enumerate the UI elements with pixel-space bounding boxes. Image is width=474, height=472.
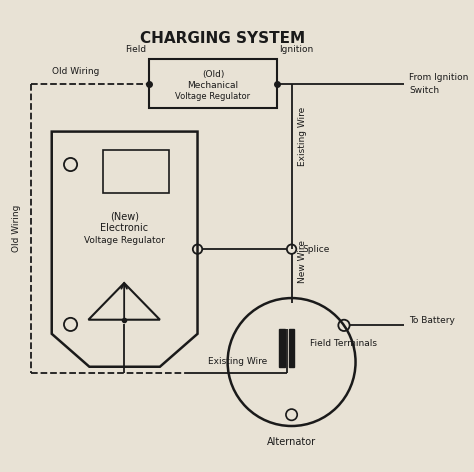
Text: Splice: Splice [303,244,330,253]
Text: Existing Wire: Existing Wire [208,357,267,366]
Text: Ignition: Ignition [279,45,314,54]
Text: Electronic: Electronic [100,223,148,234]
Text: CHARGING SYSTEM: CHARGING SYSTEM [140,31,305,46]
Text: Old Wiring: Old Wiring [52,67,99,76]
Bar [289,329,294,367]
Bar [149,59,277,108]
Text: From Ignition: From Ignition [409,74,468,83]
Text: Mechanical: Mechanical [188,81,238,90]
Text: Field: Field [126,45,147,54]
Text: Existing Wire: Existing Wire [298,107,307,167]
Text: New Wire: New Wire [298,240,307,283]
Bar [103,151,169,193]
Text: Field Terminals: Field Terminals [310,339,377,348]
Text: Voltage Regulator: Voltage Regulator [84,236,164,245]
Text: Voltage Regulator: Voltage Regulator [175,93,251,101]
Text: Alternator: Alternator [267,437,316,447]
Text: Old Wiring: Old Wiring [12,205,21,252]
Text: (Old): (Old) [202,70,224,79]
Text: Switch: Switch [409,86,439,95]
Bar [279,329,285,367]
Text: To Battery: To Battery [409,316,455,325]
Text: (New): (New) [109,211,139,221]
